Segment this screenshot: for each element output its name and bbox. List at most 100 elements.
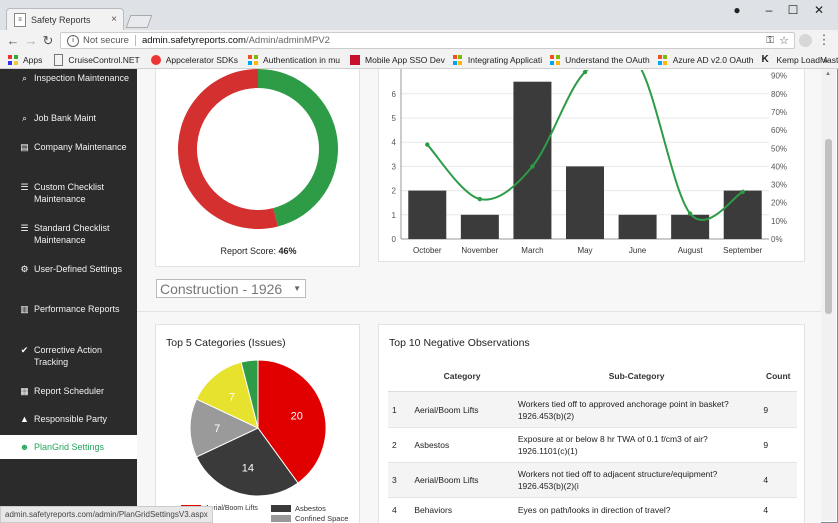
row-count: 9 [759, 427, 797, 463]
y2-tick-label: 20% [771, 199, 787, 208]
bookmark-item[interactable]: Mobile App SSO Dev [350, 55, 445, 65]
bookmark-item[interactable]: Azure AD v2.0 OAuth [657, 55, 753, 65]
y2-tick-label: 50% [771, 144, 787, 153]
kemp-icon: K [761, 54, 769, 65]
divider [134, 35, 136, 46]
key-icon[interactable]: ⚿ [766, 35, 774, 46]
x-tick-label: June [629, 246, 647, 255]
bookmark-star-icon[interactable]: ☆ [779, 35, 789, 47]
legend-swatch [271, 515, 291, 522]
table-row[interactable]: 2 Asbestos Exposure at or below 8 hr TWA… [388, 427, 797, 463]
page-scrollbar[interactable]: ▲ [821, 69, 836, 521]
bookmark-item[interactable]: Authentication in mu [248, 55, 340, 65]
row-subcategory: Exposure at or below 8 hr TWA of 0.1 f/c… [513, 427, 760, 463]
row-number: 4 [388, 497, 411, 522]
legend-swatch [271, 505, 291, 512]
y-tick-label: 3 [392, 162, 397, 171]
bookmark-item[interactable]: Integrating Applicati [452, 55, 542, 65]
table-row[interactable]: 3 Aerial/Boom Lifts Workers not tied off… [388, 462, 797, 498]
info-icon[interactable]: i [67, 34, 79, 47]
monthly-combo-chart: 01234560%10%20%30%40%50%60%70%80%90%Octo… [392, 69, 787, 255]
table-row[interactable]: 1 Aerial/Boom Lifts Workers tied off to … [388, 391, 797, 428]
row-subcategory: Workers tied off to approved anchorage p… [513, 391, 760, 428]
divider [137, 311, 821, 312]
column-header: Sub-Category [513, 361, 760, 392]
check-icon: ✔ [20, 345, 29, 355]
bar [618, 214, 657, 239]
tab-title: Safety Reports [31, 14, 91, 25]
pie-slice [189, 398, 260, 458]
pie-slice [240, 359, 259, 429]
bar [566, 166, 604, 239]
address-bar[interactable]: i Not secure admin.safetyreports.com /Ad… [60, 32, 795, 49]
table-header-row: Category Sub-Category Count [388, 361, 797, 392]
reload-icon[interactable]: ↻ [42, 33, 54, 48]
negative-observations-title: Top 10 Negative Observations [389, 337, 530, 349]
page-icon [54, 54, 64, 66]
bookmark-item[interactable]: K Kemp LoadMaster [761, 54, 838, 66]
x-tick-label: August [678, 246, 704, 255]
legend-label: Aerial/Boom Lifts [205, 505, 258, 512]
row-count: 4 [759, 462, 797, 498]
bar [671, 214, 710, 239]
minimize-button[interactable]: – [765, 3, 773, 17]
trend-point [477, 196, 483, 202]
row-number: 1 [388, 391, 411, 428]
y2-tick-label: 0% [771, 235, 783, 244]
bookmarks-more-icon[interactable]: » [823, 55, 828, 65]
scroll-up-icon[interactable]: ▲ [825, 71, 831, 77]
gear-icon: ⚙ [20, 264, 29, 274]
row-category: Asbestos [410, 427, 514, 463]
y2-tick-label: 60% [771, 126, 787, 135]
bookmark-item[interactable]: Appcelerator SDKs [150, 55, 238, 65]
column-header: Count [759, 361, 797, 392]
donut-slice [178, 69, 278, 229]
microsoft-icon [657, 55, 668, 65]
top-categories-card: Top 5 Categories (Issues) 20 14 7 7 Aerial/… [155, 324, 360, 523]
y2-tick-label: 10% [771, 217, 787, 226]
y-tick-label: 4 [392, 138, 397, 147]
menu-icon[interactable]: ⋮ [817, 32, 831, 47]
extension-icon[interactable] [799, 34, 812, 47]
tab-close-icon[interactable]: × [111, 14, 117, 25]
y-tick-label: 1 [392, 211, 397, 220]
sidebar: ⌕ Inspection Maintenance ⌕ Job Bank Main… [0, 69, 137, 523]
row-count: 9 [759, 391, 797, 428]
table-row[interactable]: 4 Behaviors Eyes on path/looks in direct… [388, 497, 797, 522]
bookmark-apps[interactable]: Apps [8, 55, 42, 65]
legend-label: Asbestos [295, 504, 326, 513]
browser-tab[interactable]: ≡ Safety Reports × [6, 8, 124, 30]
y-tick-label: 2 [392, 187, 397, 196]
forward-icon[interactable]: → [24, 33, 38, 48]
calendar-icon: ▦ [20, 386, 29, 396]
row-subcategory: Eyes on path/looks in direction of trave… [513, 497, 760, 522]
y2-tick-label: 30% [771, 181, 787, 190]
column-header [388, 361, 411, 392]
report-score-card: Report Score: 46% [155, 69, 360, 267]
account-icon[interactable]: ● [733, 3, 741, 17]
x-tick-label: October [413, 246, 442, 255]
list-icon: ☰ [20, 182, 29, 192]
maximize-button[interactable]: ☐ [787, 3, 799, 17]
standard-select[interactable]: Construction - 1926 ▼ [156, 279, 306, 298]
bookmark-item[interactable]: Understand the OAuth [550, 55, 650, 65]
bookmarks-bar: Apps CruiseControl.NET Appcelerator SDKs… [0, 52, 838, 69]
close-window-button[interactable]: ✕ [813, 3, 825, 17]
bar [408, 190, 447, 239]
y2-tick-label: 90% [771, 72, 787, 81]
chart-icon: ▥ [20, 304, 29, 314]
standard-select-value: Construction - 1926 [160, 281, 283, 297]
back-icon[interactable]: ← [6, 33, 20, 48]
scrollbar-thumb[interactable] [825, 139, 832, 314]
y2-tick-label: 80% [771, 90, 787, 99]
not-secure-label: Not secure [83, 35, 129, 46]
trend-point [687, 211, 693, 216]
monthly-chart-card: 0 1 2 3 4 5 6 0% 10% 20% 30% 40% 50% 60% 70% 80% 90% Octo… [378, 69, 805, 262]
row-subcategory: Workers not tied off to adjacent structu… [513, 462, 760, 498]
new-tab-button[interactable] [125, 15, 153, 28]
bookmark-item[interactable]: CruiseControl.NET [54, 54, 140, 66]
report-score-label: Report Score: [220, 246, 276, 256]
sidebar-item-plangrid-settings[interactable]: ☻ PlanGrid Settings [0, 435, 137, 459]
url-domain: admin.safetyreports.com [141, 35, 246, 46]
x-tick-label: November [461, 246, 498, 255]
